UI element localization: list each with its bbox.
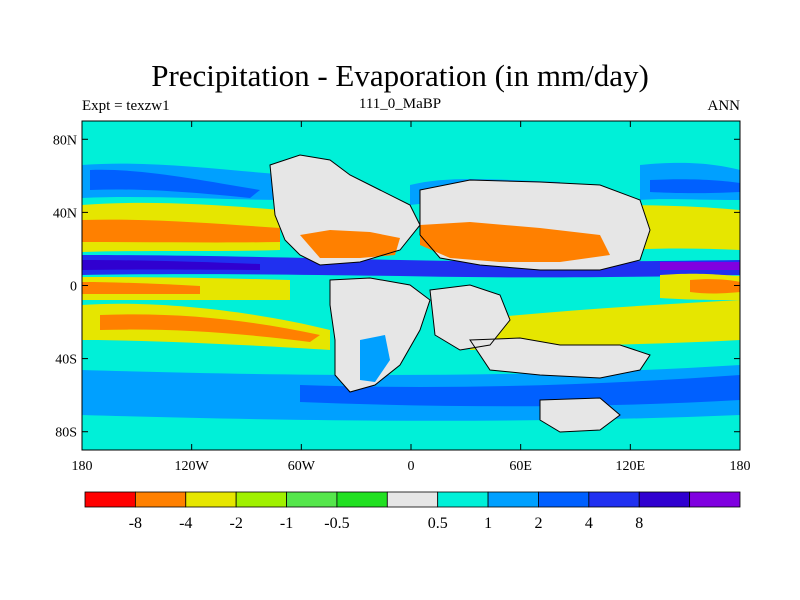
season-label: ANN [707,98,741,114]
colorbar-label: 1 [484,515,492,532]
colorbar-label: 8 [635,515,643,532]
colorbar: -8 -4 -2 -1 -0.5 0.5 1 2 4 8 [84,491,741,532]
colorbar-swatch [386,491,439,508]
south-subtropical-very-dry [100,314,320,342]
colorbar-label: 0.5 [428,515,448,532]
antarctic-landmass [540,398,620,432]
equatorial-dry-core [82,282,200,294]
colorbar-swatch [185,491,237,508]
india-antarctica-landmass [470,338,650,378]
southern-storm-track-core [300,375,740,407]
colorbar-swatch [689,491,741,508]
lon-tick-label: 180 [730,459,751,474]
colorbar-label: -2 [229,515,242,532]
itcz-core [82,260,260,270]
colorbar-label: 2 [534,515,542,532]
colorbar-swatch [336,491,388,508]
north-pacific-east-wet-core [650,179,740,194]
north-subtropical-very-dry [82,219,280,243]
colorbar-swatch [286,491,338,508]
colorbar-label: -0.5 [324,515,349,532]
colorbar-swatch [487,491,539,508]
lon-tick-label: 120E [616,459,646,474]
colorbar-label: 4 [585,515,593,532]
lon-tick-label: 180 [72,459,93,474]
colorbar-label: -8 [129,515,142,532]
lon-tick-label: 60W [288,459,316,474]
south-america-wet-patch [360,335,390,382]
latitude-axis: 80N 40N 0 40S 80S [53,133,740,441]
lon-tick-label: 60E [509,459,532,474]
colorbar-swatch [134,491,187,508]
lat-tick-label: 0 [70,280,77,295]
longitude-axis: 180 120W 60W 0 60E 120E 180 [72,121,751,474]
itcz-east-core [660,262,740,270]
equatorial-dry-east-core [690,279,740,294]
experiment-label: Expt = texzw1 [82,98,170,114]
colorbar-label: -4 [179,515,192,532]
lat-tick-label: 80N [53,133,77,148]
colorbar-swatch [638,491,691,508]
lat-tick-label: 40N [53,206,77,221]
north-america-arid [300,230,400,258]
colorbar-swatch [84,491,136,508]
chart-title: Precipitation - Evaporation (in mm/day) [151,58,649,93]
north-pacific-wet-core [90,169,260,198]
lon-tick-label: 0 [408,459,415,474]
itcz-wet-band [82,255,740,278]
north-subtropical-dry-east [620,205,740,250]
period-label: 111_0_MaBP [358,96,442,112]
coastlines [269,154,651,433]
south-america-landmass [330,278,430,392]
eurasia-arid [420,222,610,262]
lat-tick-label: 80S [55,426,77,441]
colorbar-swatch [588,491,640,508]
colorbar-label: -1 [280,515,293,532]
lon-tick-label: 120W [175,459,210,474]
lat-tick-label: 40S [55,353,77,368]
colorbar-swatch [235,491,287,508]
colorbar-swatch [437,491,489,508]
indian-subtropical-dry [470,300,740,350]
colorbar-swatch [538,491,590,508]
map-field [82,121,740,450]
africa-landmass [430,285,510,350]
